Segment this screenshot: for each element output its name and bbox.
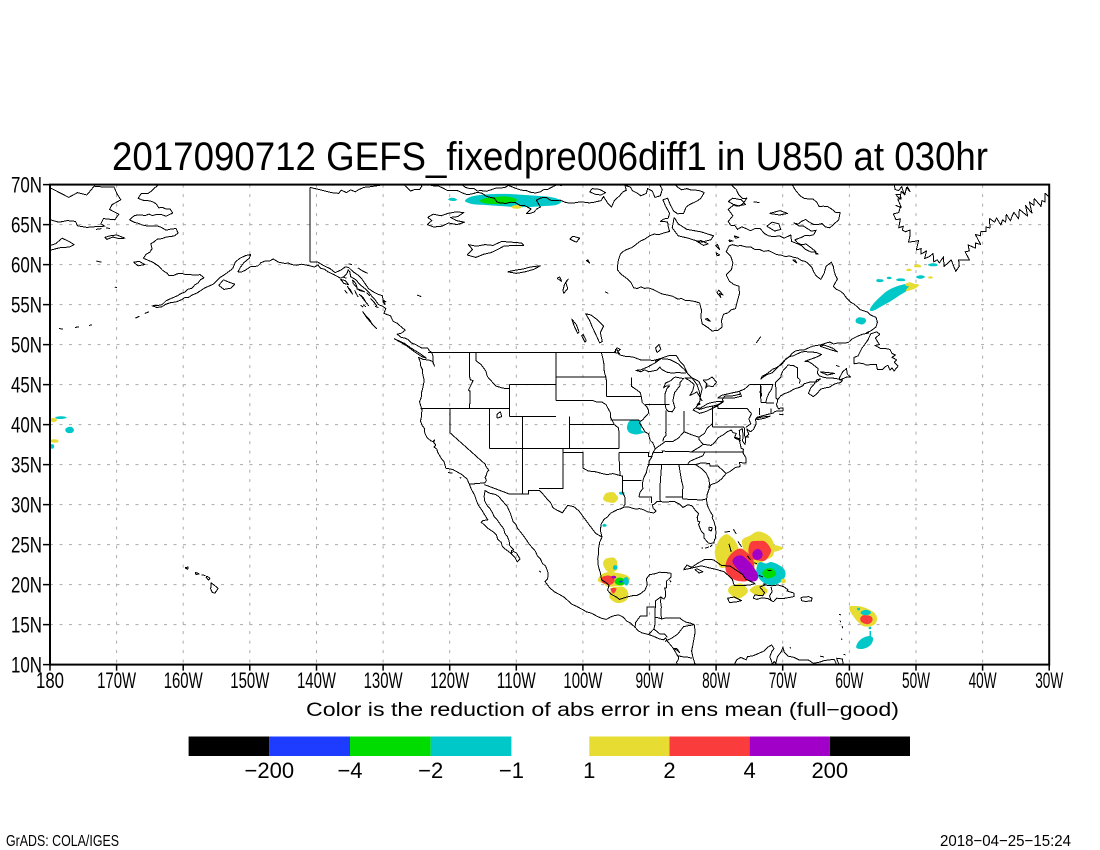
svg-text:180: 180 <box>36 668 64 693</box>
svg-text:60W: 60W <box>835 668 863 693</box>
svg-text:Color is the reduction of abs: Color is the reduction of abs error in e… <box>306 700 899 721</box>
svg-text:GrADS: COLA/IGES: GrADS: COLA/IGES <box>6 833 119 850</box>
svg-text:150W: 150W <box>230 668 269 693</box>
svg-text:70N: 70N <box>11 173 42 198</box>
svg-text:100W: 100W <box>563 668 602 693</box>
svg-text:2018−04−25−15:24: 2018−04−25−15:24 <box>940 833 1071 850</box>
svg-text:110W: 110W <box>497 668 536 693</box>
svg-text:90W: 90W <box>636 668 664 693</box>
svg-text:25N: 25N <box>11 533 42 558</box>
svg-text:−1: −1 <box>499 758 524 783</box>
svg-text:15N: 15N <box>11 613 42 638</box>
svg-text:80W: 80W <box>702 668 730 693</box>
svg-text:50W: 50W <box>902 668 930 693</box>
svg-text:30W: 30W <box>1035 668 1063 693</box>
svg-text:10N: 10N <box>11 653 42 678</box>
svg-text:2017090712 GEFS_fixedpre006dif: 2017090712 GEFS_fixedpre006diff1 in U850… <box>112 135 988 179</box>
svg-text:50N: 50N <box>11 333 42 358</box>
svg-text:120W: 120W <box>430 668 469 693</box>
svg-text:2: 2 <box>663 758 675 783</box>
svg-text:65N: 65N <box>11 213 42 238</box>
svg-text:−2: −2 <box>418 758 443 783</box>
svg-text:−4: −4 <box>337 758 362 783</box>
svg-text:70W: 70W <box>769 668 797 693</box>
svg-text:30N: 30N <box>11 493 42 518</box>
svg-text:200: 200 <box>811 758 848 783</box>
svg-text:130W: 130W <box>364 668 403 693</box>
svg-text:55N: 55N <box>11 293 42 318</box>
svg-text:140W: 140W <box>297 668 336 693</box>
svg-text:60N: 60N <box>11 253 42 278</box>
svg-text:4: 4 <box>743 758 755 783</box>
svg-text:45N: 45N <box>11 373 42 398</box>
svg-text:40W: 40W <box>969 668 997 693</box>
svg-text:1: 1 <box>583 758 595 783</box>
svg-text:160W: 160W <box>164 668 203 693</box>
svg-text:40N: 40N <box>11 413 42 438</box>
svg-text:35N: 35N <box>11 453 42 478</box>
svg-text:170W: 170W <box>97 668 136 693</box>
svg-text:−200: −200 <box>245 758 295 783</box>
svg-text:20N: 20N <box>11 573 42 598</box>
